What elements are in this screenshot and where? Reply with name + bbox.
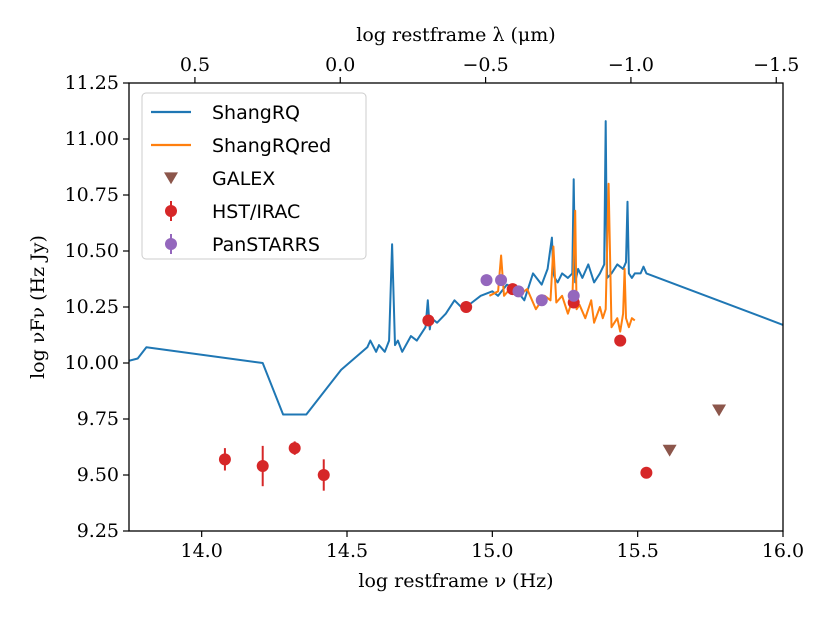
legend-item-shangrq: ShangRQ bbox=[151, 102, 300, 124]
x-tick-label: 15.5 bbox=[617, 540, 659, 562]
data-point-hst-irac bbox=[422, 314, 435, 327]
legend: ShangRQ ShangRQred GALEX HST/IRAC PanSTARRS bbox=[141, 92, 367, 260]
axes: 14.0 14.5 15.0 15.5 16.0 9.25 9.50 9.75 10.00 10.… bbox=[65, 54, 805, 562]
legend-item-hst-irac: HST/IRAC bbox=[165, 201, 300, 223]
data-point-galex bbox=[712, 404, 727, 417]
legend-swatch-hst-irac bbox=[165, 205, 177, 217]
y-tick-label: 9.25 bbox=[77, 520, 119, 542]
data-point-hst-irac bbox=[614, 334, 627, 347]
data-point-hst-irac bbox=[288, 442, 301, 455]
data-point-galex bbox=[662, 444, 677, 457]
plot-area bbox=[129, 120, 783, 491]
y-tick-label: 9.75 bbox=[77, 408, 119, 430]
data-point-panstarrs bbox=[495, 274, 508, 287]
legend-item-galex: GALEX bbox=[164, 168, 275, 190]
y-tick-label: 11.00 bbox=[65, 128, 119, 150]
x-tick-label: 14.0 bbox=[181, 540, 223, 562]
data-point-hst-irac bbox=[640, 466, 653, 479]
legend-label-shangrq: ShangRQ bbox=[212, 102, 300, 124]
data-point-hst-irac bbox=[317, 469, 330, 481]
legend-label-panstarrs: PanSTARRS bbox=[212, 234, 320, 256]
top-tick-label: −1.0 bbox=[608, 54, 654, 76]
top-tick-label: −1.5 bbox=[753, 54, 799, 76]
legend-swatch-panstarrs bbox=[165, 238, 177, 250]
data-point-hst-irac bbox=[256, 460, 269, 473]
legend-swatch-galex bbox=[164, 172, 178, 185]
y-tick-label: 10.50 bbox=[65, 240, 119, 262]
x-tick-label: 16.0 bbox=[762, 540, 804, 562]
data-point-hst-irac bbox=[218, 453, 231, 466]
x-tick-label: 14.5 bbox=[326, 540, 368, 562]
top-tick-label: 0.0 bbox=[325, 54, 355, 76]
legend-item-panstarrs: PanSTARRS bbox=[165, 234, 320, 256]
y-tick-label: 9.50 bbox=[77, 464, 119, 486]
legend-item-shangrqred: ShangRQred bbox=[151, 135, 331, 157]
top-tick-label: −0.5 bbox=[463, 54, 509, 76]
data-point-hst-irac bbox=[460, 301, 473, 313]
top-x-axis-label: log restframe λ (μm) bbox=[356, 24, 555, 46]
top-tick-label: 0.5 bbox=[180, 54, 210, 76]
y-tick-label: 10.75 bbox=[65, 184, 119, 206]
data-point-panstarrs bbox=[535, 294, 548, 307]
data-point-panstarrs bbox=[512, 285, 525, 298]
y-tick-label: 11.25 bbox=[65, 72, 119, 94]
y-axis-label: log νFν (Hz Jy) bbox=[27, 235, 49, 379]
legend-label-shangrqred: ShangRQred bbox=[212, 135, 331, 157]
y-tick-label: 10.25 bbox=[65, 296, 119, 318]
legend-label-galex: GALEX bbox=[212, 168, 275, 190]
legend-label-hst-irac: HST/IRAC bbox=[212, 201, 300, 223]
y-tick-label: 10.00 bbox=[65, 352, 119, 374]
legend-frame bbox=[141, 92, 367, 260]
data-point-panstarrs bbox=[480, 274, 493, 287]
data-point-panstarrs bbox=[567, 289, 580, 302]
x-axis-label: log restframe ν (Hz) bbox=[358, 570, 553, 592]
x-tick-label: 15.0 bbox=[471, 540, 513, 562]
